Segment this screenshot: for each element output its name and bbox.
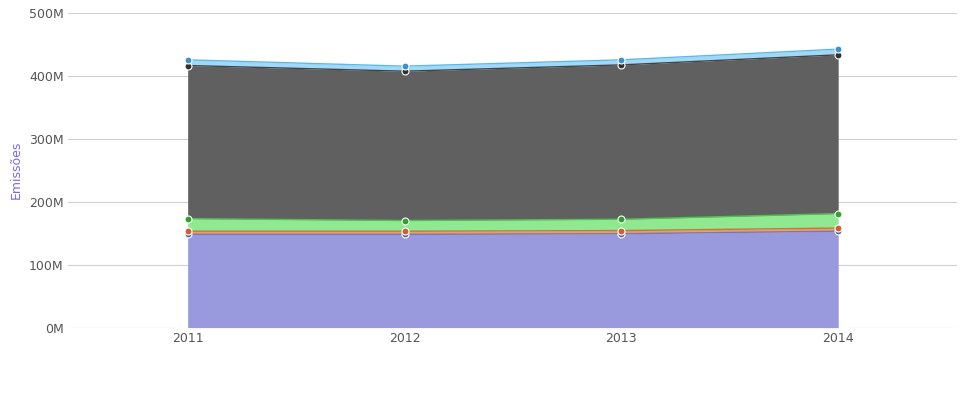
Y-axis label: Emissões: Emissões [10, 141, 23, 199]
